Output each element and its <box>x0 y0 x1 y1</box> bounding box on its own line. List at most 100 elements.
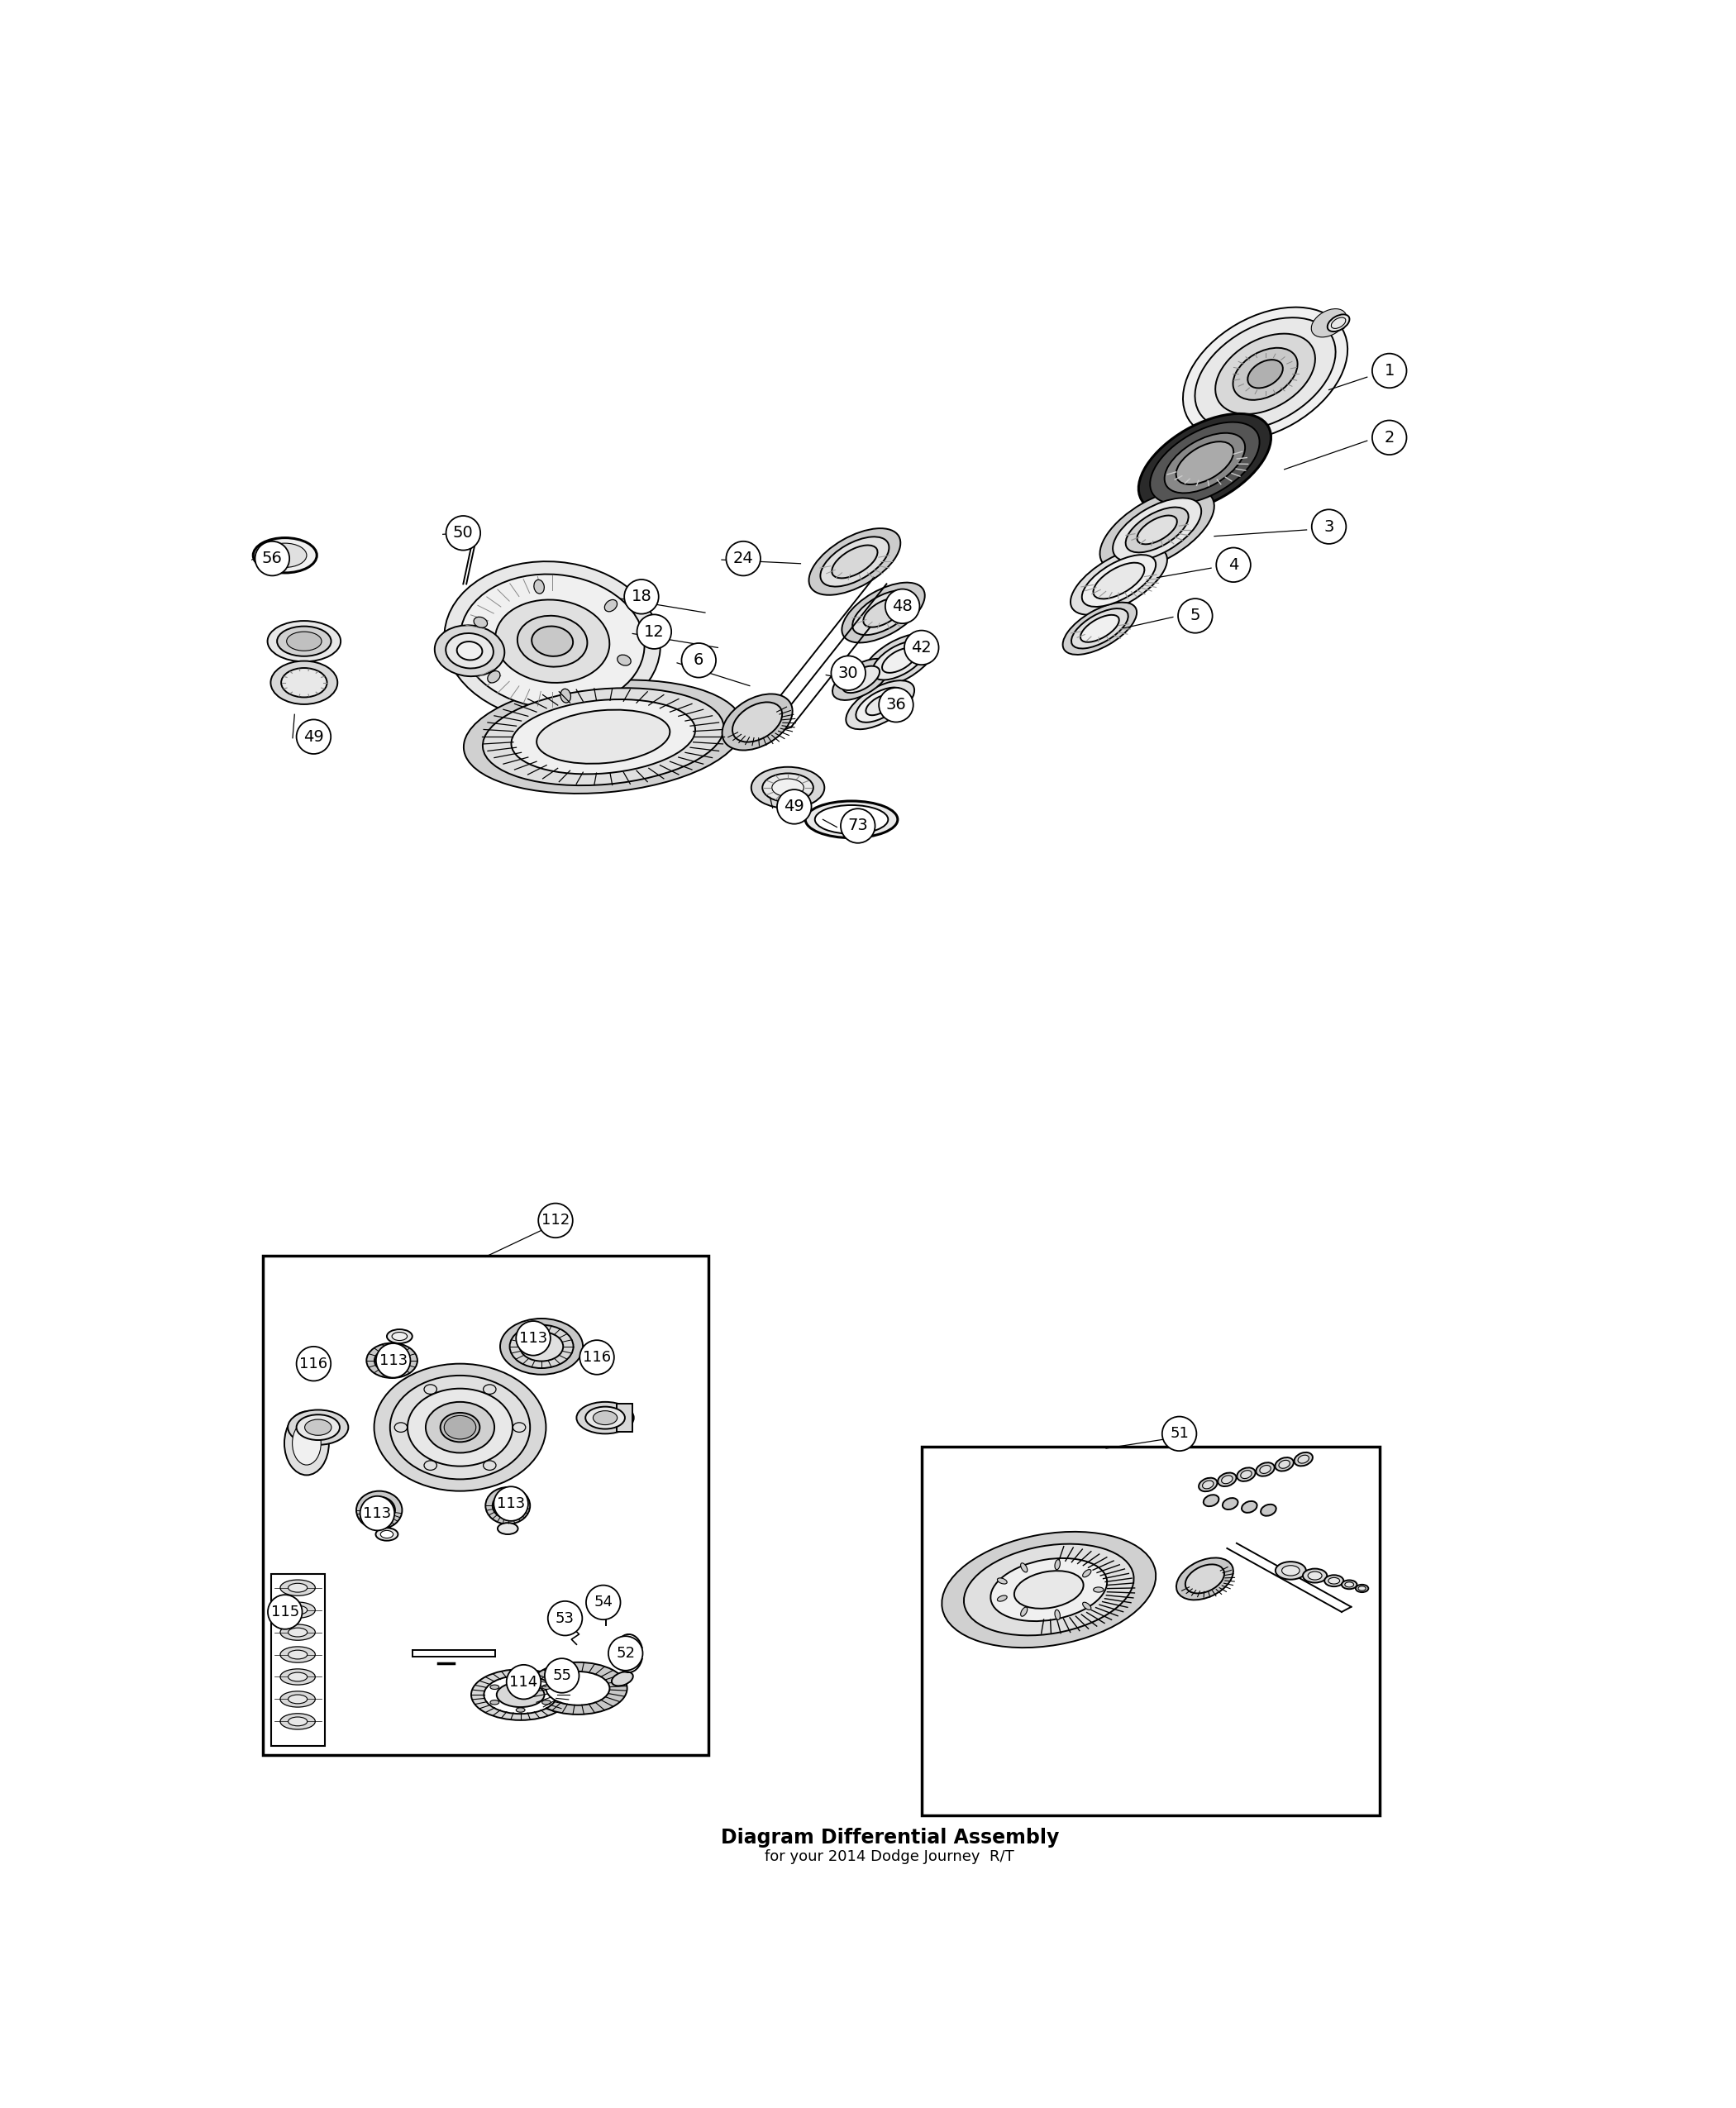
Ellipse shape <box>1014 1570 1083 1608</box>
Ellipse shape <box>722 694 792 750</box>
Ellipse shape <box>1200 1478 1217 1492</box>
Ellipse shape <box>1219 1473 1236 1486</box>
Ellipse shape <box>391 1377 529 1480</box>
Ellipse shape <box>264 544 307 567</box>
Text: 52: 52 <box>616 1646 635 1661</box>
Ellipse shape <box>446 632 493 668</box>
Ellipse shape <box>1358 1585 1366 1592</box>
Ellipse shape <box>1260 1465 1271 1473</box>
Ellipse shape <box>279 1646 316 1663</box>
Text: 12: 12 <box>644 624 665 639</box>
Ellipse shape <box>762 774 812 801</box>
Ellipse shape <box>512 1423 526 1431</box>
Ellipse shape <box>288 1695 307 1703</box>
Ellipse shape <box>288 1606 307 1615</box>
Ellipse shape <box>1182 308 1347 441</box>
Circle shape <box>885 588 920 624</box>
Ellipse shape <box>1083 1602 1092 1611</box>
Ellipse shape <box>288 1718 307 1726</box>
Ellipse shape <box>991 1558 1108 1621</box>
Text: 50: 50 <box>453 525 474 542</box>
Ellipse shape <box>306 1419 332 1436</box>
Text: 113: 113 <box>363 1505 391 1520</box>
Ellipse shape <box>1055 1560 1061 1570</box>
Ellipse shape <box>1233 348 1297 401</box>
Ellipse shape <box>1328 314 1349 331</box>
Ellipse shape <box>424 1461 437 1469</box>
Bar <box>922 1446 1380 1815</box>
Ellipse shape <box>1203 1495 1219 1507</box>
Ellipse shape <box>585 1406 625 1429</box>
Ellipse shape <box>1281 1566 1300 1575</box>
Circle shape <box>832 656 866 689</box>
Circle shape <box>267 1596 302 1629</box>
Ellipse shape <box>516 1707 524 1712</box>
Ellipse shape <box>821 538 889 586</box>
Ellipse shape <box>1021 1562 1028 1573</box>
Ellipse shape <box>490 1701 498 1705</box>
Circle shape <box>726 542 760 575</box>
Circle shape <box>297 719 332 755</box>
Ellipse shape <box>1279 1461 1290 1469</box>
Circle shape <box>377 1343 410 1379</box>
Ellipse shape <box>1071 609 1128 649</box>
Ellipse shape <box>380 1530 392 1539</box>
Circle shape <box>359 1497 394 1530</box>
Text: 49: 49 <box>304 729 325 744</box>
Ellipse shape <box>387 1330 413 1343</box>
Ellipse shape <box>493 1492 523 1518</box>
Ellipse shape <box>267 622 340 662</box>
Ellipse shape <box>806 801 898 839</box>
Ellipse shape <box>512 700 694 774</box>
Ellipse shape <box>1299 1455 1309 1463</box>
Ellipse shape <box>1101 489 1213 571</box>
Ellipse shape <box>500 1318 583 1374</box>
Text: 42: 42 <box>911 639 932 656</box>
Ellipse shape <box>1215 333 1316 413</box>
Ellipse shape <box>1083 1570 1092 1577</box>
Text: 30: 30 <box>838 666 859 681</box>
Ellipse shape <box>863 599 903 628</box>
Ellipse shape <box>363 1497 396 1524</box>
Ellipse shape <box>288 1672 307 1682</box>
Ellipse shape <box>394 1423 408 1431</box>
Ellipse shape <box>375 1528 398 1541</box>
Text: 1: 1 <box>1384 363 1394 379</box>
Ellipse shape <box>483 1385 496 1393</box>
Ellipse shape <box>1325 1575 1344 1587</box>
Text: 49: 49 <box>785 799 804 814</box>
Ellipse shape <box>863 635 936 687</box>
Ellipse shape <box>1194 318 1335 430</box>
Text: 113: 113 <box>496 1497 524 1511</box>
Ellipse shape <box>1307 1573 1321 1579</box>
Circle shape <box>538 1204 573 1237</box>
Ellipse shape <box>285 1412 328 1476</box>
Ellipse shape <box>733 702 783 742</box>
Ellipse shape <box>356 1490 403 1528</box>
Ellipse shape <box>271 662 337 704</box>
Ellipse shape <box>1328 1577 1340 1583</box>
Ellipse shape <box>531 626 573 656</box>
Circle shape <box>516 1322 550 1355</box>
Circle shape <box>297 1347 332 1381</box>
Ellipse shape <box>1175 441 1234 485</box>
Ellipse shape <box>279 1602 316 1619</box>
Ellipse shape <box>773 778 804 797</box>
Ellipse shape <box>425 1402 495 1452</box>
Ellipse shape <box>542 1684 550 1689</box>
Text: for your 2014 Dodge Journey  R/T: for your 2014 Dodge Journey R/T <box>766 1849 1014 1863</box>
Ellipse shape <box>1149 422 1260 504</box>
Ellipse shape <box>464 681 743 793</box>
Ellipse shape <box>1186 1564 1224 1594</box>
Ellipse shape <box>842 666 880 694</box>
Text: 36: 36 <box>885 698 906 713</box>
Ellipse shape <box>408 1389 512 1467</box>
Ellipse shape <box>814 805 889 835</box>
Text: 73: 73 <box>847 818 868 833</box>
Text: 56: 56 <box>262 550 283 567</box>
Ellipse shape <box>1276 1562 1305 1579</box>
Ellipse shape <box>460 573 644 708</box>
Ellipse shape <box>1238 1467 1255 1482</box>
Ellipse shape <box>618 656 630 666</box>
Bar <box>616 1404 632 1431</box>
